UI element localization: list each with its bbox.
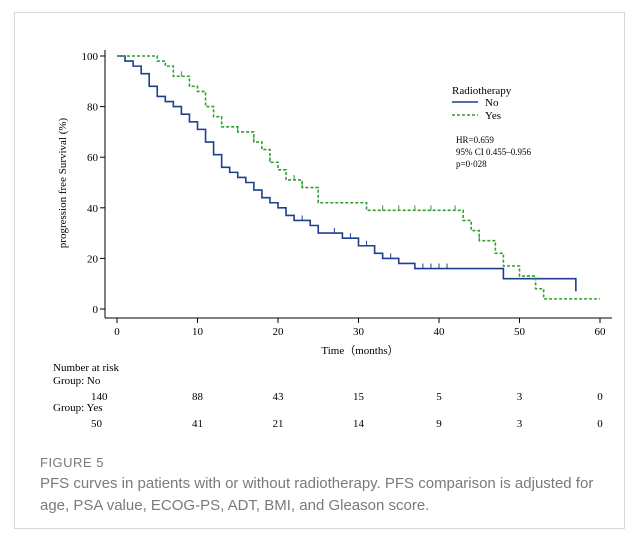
- figure-frame: [14, 12, 625, 529]
- x-tick-label: 40: [434, 326, 446, 338]
- x-axis-label: Time（months）: [321, 344, 398, 357]
- risk-count: 50: [91, 418, 103, 430]
- risk-count: 3: [517, 391, 523, 403]
- survival-curve-no: [117, 55, 577, 292]
- risk-group-label: Group: Yes: [53, 402, 103, 414]
- risk-count: 0: [597, 391, 603, 403]
- y-tick-label: 80: [87, 102, 99, 114]
- figure-label: FIGURE 5: [40, 455, 104, 470]
- y-tick-label: 0: [93, 304, 99, 316]
- risk-group-label: Group: No: [53, 375, 101, 387]
- risk-count: 88: [192, 391, 204, 403]
- x-tick-label: 20: [273, 326, 285, 338]
- risk-count: 0: [597, 418, 603, 430]
- risk-count: 15: [353, 391, 365, 403]
- risk-count: 21: [273, 418, 284, 430]
- y-tick-label: 60: [87, 152, 99, 164]
- risk-count: 3: [517, 418, 523, 430]
- figure-caption: PFS curves in patients with or without r…: [40, 475, 594, 514]
- risk-count: 14: [353, 418, 365, 430]
- x-tick-label: 10: [192, 326, 204, 338]
- y-axis-label: progression free Survival (%): [57, 117, 69, 248]
- survival-curve-yes: [117, 55, 600, 300]
- y-tick-label: 100: [82, 51, 99, 63]
- legend-title: Radiotherapy: [452, 85, 512, 97]
- risk-count: 41: [192, 418, 203, 430]
- legend-stat: p=0·028: [456, 159, 487, 169]
- y-tick-label: 40: [87, 203, 99, 215]
- risk-count: 5: [436, 391, 442, 403]
- x-tick-label: 60: [595, 326, 607, 338]
- risk-count: 140: [91, 391, 108, 403]
- legend-label-no: No: [485, 97, 499, 109]
- legend-stat: HR=0.659: [456, 135, 494, 145]
- risk-count: 9: [436, 418, 442, 430]
- legend-stat: 95% CI 0.455–0.956: [456, 147, 531, 157]
- risk-table-title: Number at risk: [53, 362, 119, 374]
- x-tick-label: 0: [114, 326, 120, 338]
- risk-count: 43: [273, 391, 285, 403]
- x-tick-label: 30: [353, 326, 365, 338]
- legend-label-yes: Yes: [485, 110, 501, 122]
- y-tick-label: 20: [87, 253, 99, 265]
- x-tick-label: 50: [514, 326, 526, 338]
